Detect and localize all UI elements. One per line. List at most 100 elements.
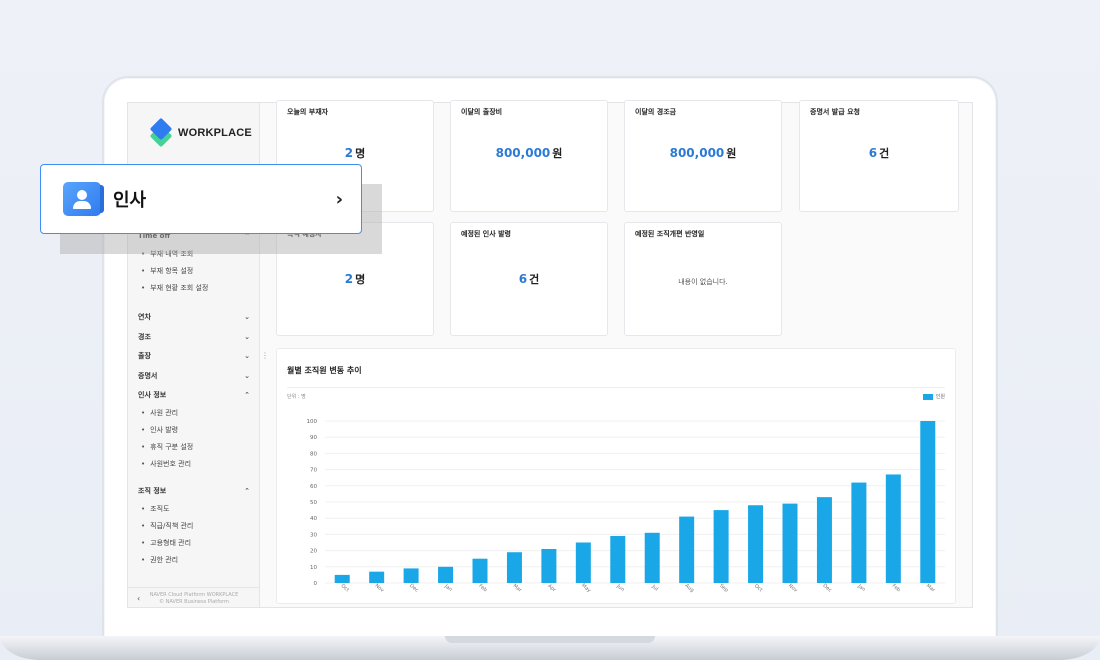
bar[interactable] xyxy=(403,568,419,583)
sidebar-section[interactable]: 연차 ⌄ xyxy=(138,310,250,324)
stat-card[interactable]: 이달의 출장비 800,000 원 xyxy=(450,100,608,212)
bar[interactable] xyxy=(541,548,557,583)
chevron-down-icon: ⌄ xyxy=(244,371,250,380)
stat-value-number: 2 xyxy=(344,272,354,286)
stat-value-number: 6 xyxy=(868,146,878,160)
sidebar-item[interactable]: 권한 관리 xyxy=(138,551,250,568)
sidebar-item[interactable]: 부재 현황 조회 설정 xyxy=(138,279,250,296)
x-tick-label: Nov xyxy=(374,583,385,594)
bar[interactable] xyxy=(472,558,488,583)
sidebar-section[interactable]: 증명서 ⌄ xyxy=(138,369,250,383)
stat-card-title: 이달의 경조금 xyxy=(635,108,677,116)
stat-card[interactable]: 예정된 인사 발령 6 건 xyxy=(450,222,608,336)
y-tick-label: 10 xyxy=(310,565,317,571)
chart-legend[interactable]: 인원 xyxy=(922,393,945,400)
x-tick-label: Dec xyxy=(408,583,419,594)
bar[interactable] xyxy=(575,542,591,584)
x-tick-label: Mar xyxy=(925,583,937,594)
x-tick-label: Oct xyxy=(753,583,764,593)
stat-value-number: 6 xyxy=(518,272,528,286)
sidebar-item[interactable]: 조직도 xyxy=(138,500,250,517)
chevron-down-icon: ⌄ xyxy=(244,313,250,321)
chevron-up-icon: ⌃ xyxy=(244,487,250,495)
sidebar-section[interactable]: Time off ⌃ xyxy=(138,229,250,243)
sidebar-item[interactable]: 사원 관리 xyxy=(138,404,250,421)
sidebar-section-label: 증명서 xyxy=(138,371,158,380)
sidebar-section[interactable]: 인사 정보 ⌃ xyxy=(138,388,250,402)
laptop-notch xyxy=(445,636,655,643)
x-tick-label: Mar xyxy=(512,583,524,594)
stat-value-unit: 명 xyxy=(355,273,366,286)
x-tick-label: Dec xyxy=(821,583,832,594)
chevron-down-icon: ⌄ xyxy=(244,352,250,360)
sidebar-item[interactable]: 고용형태 관리 xyxy=(138,534,250,551)
stat-card-title: 증명서 발급 요청 xyxy=(810,108,860,116)
sidebar-item[interactable]: 직급/직책 관리 xyxy=(138,517,250,534)
x-tick-label: May xyxy=(580,583,592,594)
y-tick-label: 60 xyxy=(310,484,317,490)
collapse-sidebar-icon[interactable]: ‹ xyxy=(137,594,141,603)
x-tick-label: Apr xyxy=(546,583,557,594)
sidebar-section-label: 인사 정보 xyxy=(138,391,167,399)
bar[interactable] xyxy=(748,505,764,583)
sidebar-item[interactable]: 휴직 구분 설정 xyxy=(138,438,250,455)
x-tick-label: Nov xyxy=(787,583,798,594)
bar[interactable] xyxy=(885,474,901,583)
hr-menu-highlight[interactable]: 인사 › xyxy=(40,164,362,234)
bar[interactable] xyxy=(920,421,936,583)
stat-value-unit: 원 xyxy=(726,147,737,160)
bar[interactable] xyxy=(334,574,350,583)
chart-divider xyxy=(287,387,945,388)
bar[interactable] xyxy=(506,552,522,583)
stat-card[interactable]: 증명서 발급 요청 6 건 xyxy=(799,100,959,212)
x-tick-label: Jun xyxy=(615,583,626,593)
hr-menu-label: 인사 xyxy=(113,190,147,211)
chevron-up-icon: ⌃ xyxy=(244,391,250,399)
sidebar-item[interactable]: 부재 내역 조회 xyxy=(138,245,250,262)
sidebar-item[interactable]: 사원번호 관리 xyxy=(138,455,250,472)
y-tick-label: 50 xyxy=(310,500,317,506)
logo[interactable]: WORKPLACE xyxy=(149,117,252,148)
sidebar-section[interactable]: 출장 ⌄ xyxy=(138,349,250,363)
bar[interactable] xyxy=(438,566,454,583)
y-tick-label: 20 xyxy=(310,549,317,555)
bar[interactable] xyxy=(713,510,729,583)
sidebar-section-label: Time off xyxy=(138,232,171,240)
sidebar-item[interactable]: 부재 항목 설정 xyxy=(138,262,250,279)
footer-copyright: NAVER Cloud Platform WORKPLACE © NAVER B… xyxy=(128,587,260,607)
chevron-up-icon: ⌃ xyxy=(244,232,250,240)
sidebar-section-label: 조직 정보 xyxy=(138,487,167,495)
stat-value-unit: 건 xyxy=(529,273,540,286)
resize-handle-icon[interactable]: ⋮ xyxy=(261,351,269,360)
bar[interactable] xyxy=(679,516,695,583)
legend-swatch xyxy=(922,393,933,400)
bar[interactable] xyxy=(644,532,660,583)
stat-value-unit: 명 xyxy=(355,147,366,160)
sidebar-section[interactable]: 조직 정보 ⌃ xyxy=(138,484,250,498)
stat-value-number: 800,000 xyxy=(669,146,725,160)
chevron-down-icon: ⌄ xyxy=(244,332,250,341)
x-tick-label: Feb xyxy=(891,583,902,593)
workplace-logo-icon xyxy=(149,117,173,148)
chart-card: 월별 조직원 변동 추이 단위 : 명 인원 0 10 20 30 40 50 60 70 80… xyxy=(276,348,956,604)
bar[interactable] xyxy=(782,503,798,583)
stat-card-title: 이달의 출장비 xyxy=(461,108,503,116)
bar[interactable] xyxy=(816,497,832,583)
sidebar-section-label: 출장 xyxy=(138,352,151,360)
legend-label: 인원 xyxy=(935,394,945,400)
stat-card[interactable]: 예정된 조직개편 반영일 내용이 없습니다. xyxy=(624,222,782,336)
chart-unit-label: 단위 : 명 xyxy=(287,394,306,400)
sidebar-item[interactable]: 인사 발령 xyxy=(138,421,250,438)
bar[interactable] xyxy=(610,536,626,583)
bar[interactable] xyxy=(369,571,385,583)
sidebar-section-label: 경조 xyxy=(138,332,151,341)
stat-card[interactable]: 이달의 경조금 800,000 원 xyxy=(624,100,782,212)
sidebar-section[interactable]: 경조 ⌄ xyxy=(138,330,250,344)
sidebar-section-label: 연차 xyxy=(138,313,151,321)
bar[interactable] xyxy=(851,482,867,583)
stat-card-value: 800,000 원 xyxy=(451,145,607,161)
stat-card[interactable]: 복직 예정자 2 명 xyxy=(276,222,434,336)
stat-card-title: 예정된 인사 발령 xyxy=(461,230,511,238)
y-tick-label: 30 xyxy=(310,532,317,538)
